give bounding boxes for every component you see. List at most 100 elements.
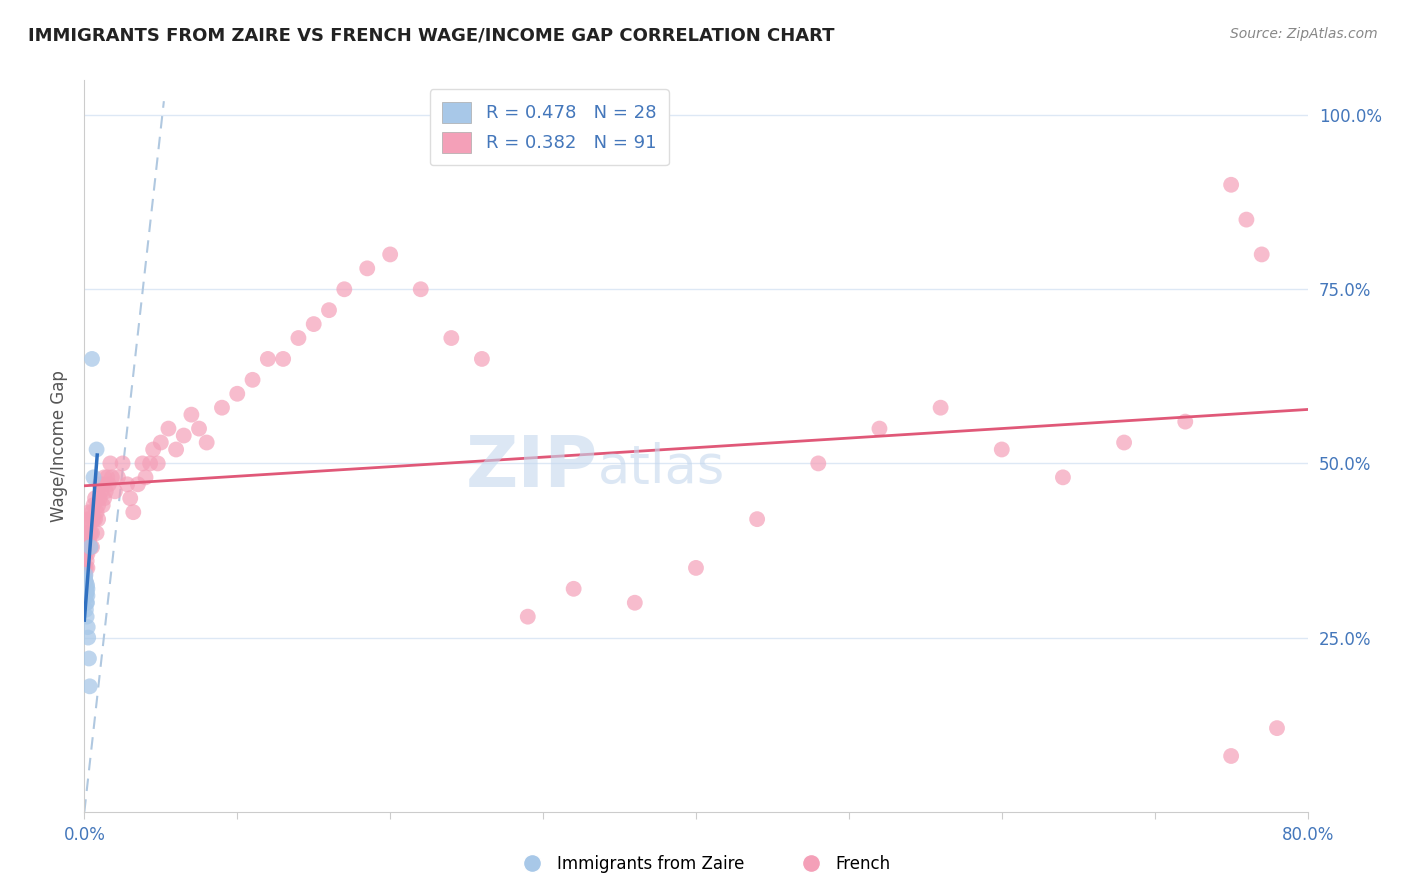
Point <box>271 351 294 366</box>
Point <box>77 505 100 519</box>
Point <box>440 331 463 345</box>
Point <box>91 477 114 491</box>
Point <box>120 491 142 506</box>
Legend: Immigrants from Zaire, French: Immigrants from Zaire, French <box>509 848 897 880</box>
Point <box>165 442 187 457</box>
Point <box>242 373 264 387</box>
Point <box>75 589 97 603</box>
Point <box>94 484 117 499</box>
Point <box>76 561 98 575</box>
Point <box>75 567 97 582</box>
Legend: R = 0.478   N = 28, R = 0.382   N = 91: R = 0.478 N = 28, R = 0.382 N = 91 <box>430 89 669 165</box>
Point <box>302 317 325 331</box>
Point <box>86 505 108 519</box>
Point <box>93 470 115 484</box>
Point <box>80 351 103 366</box>
Point <box>75 574 97 589</box>
Text: atlas: atlas <box>598 442 725 494</box>
Point <box>1220 178 1243 192</box>
Point <box>75 526 97 541</box>
Point <box>75 585 97 599</box>
Point <box>122 505 145 519</box>
Point <box>135 470 157 484</box>
Point <box>1236 212 1258 227</box>
Point <box>1114 435 1136 450</box>
Point <box>77 651 100 665</box>
Point <box>104 484 127 499</box>
Point <box>1052 470 1074 484</box>
Point <box>1250 247 1272 261</box>
Point <box>76 554 98 568</box>
Point <box>127 477 149 491</box>
Text: IMMIGRANTS FROM ZAIRE VS FRENCH WAGE/INCOME GAP CORRELATION CHART: IMMIGRANTS FROM ZAIRE VS FRENCH WAGE/INC… <box>28 27 835 45</box>
Point <box>80 540 103 554</box>
Point <box>356 261 378 276</box>
Point <box>111 457 134 471</box>
Point <box>73 561 96 575</box>
Point <box>257 351 280 366</box>
Point <box>79 679 101 693</box>
Y-axis label: Wage/Income Gap: Wage/Income Gap <box>49 370 67 522</box>
Point <box>75 582 97 596</box>
Point <box>86 526 108 541</box>
Point <box>1265 721 1288 735</box>
Point <box>624 596 647 610</box>
Point <box>75 561 97 575</box>
Point <box>83 470 105 484</box>
Point <box>75 603 97 617</box>
Point <box>173 428 195 442</box>
Point <box>287 331 309 345</box>
Point <box>76 582 98 596</box>
Text: ZIP: ZIP <box>465 434 598 502</box>
Point <box>142 442 165 457</box>
Point <box>747 512 769 526</box>
Point <box>86 442 108 457</box>
Point <box>101 470 124 484</box>
Point <box>77 512 100 526</box>
Point <box>75 589 97 603</box>
Point <box>73 571 96 585</box>
Point <box>211 401 233 415</box>
Point <box>87 512 110 526</box>
Point <box>75 567 97 582</box>
Point <box>79 540 101 554</box>
Point <box>869 421 891 435</box>
Point <box>929 401 952 415</box>
Point <box>380 247 402 261</box>
Point <box>139 457 162 471</box>
Point <box>76 620 98 634</box>
Point <box>1174 415 1197 429</box>
Point <box>562 582 585 596</box>
Point <box>807 457 830 471</box>
Point <box>180 408 202 422</box>
Point <box>131 457 153 471</box>
Point <box>83 512 105 526</box>
Point <box>77 533 100 547</box>
Point <box>75 574 97 589</box>
Point <box>84 491 107 506</box>
Point <box>98 457 121 471</box>
Point <box>685 561 707 575</box>
Point <box>89 491 111 506</box>
Point <box>93 491 115 506</box>
Point <box>1220 749 1243 764</box>
Point <box>89 477 111 491</box>
Point <box>333 282 356 296</box>
Point <box>991 442 1014 457</box>
Point <box>75 547 97 561</box>
Point <box>157 421 180 435</box>
Point <box>76 547 98 561</box>
Point <box>77 631 100 645</box>
Point <box>226 386 249 401</box>
Point <box>79 540 101 554</box>
Point <box>90 484 112 499</box>
Point <box>80 526 103 541</box>
Point <box>83 498 105 512</box>
Point <box>84 512 107 526</box>
Point <box>76 589 98 603</box>
Point <box>516 609 538 624</box>
Point <box>149 435 172 450</box>
Point <box>76 526 98 541</box>
Point <box>188 421 211 435</box>
Text: Source: ZipAtlas.com: Source: ZipAtlas.com <box>1230 27 1378 41</box>
